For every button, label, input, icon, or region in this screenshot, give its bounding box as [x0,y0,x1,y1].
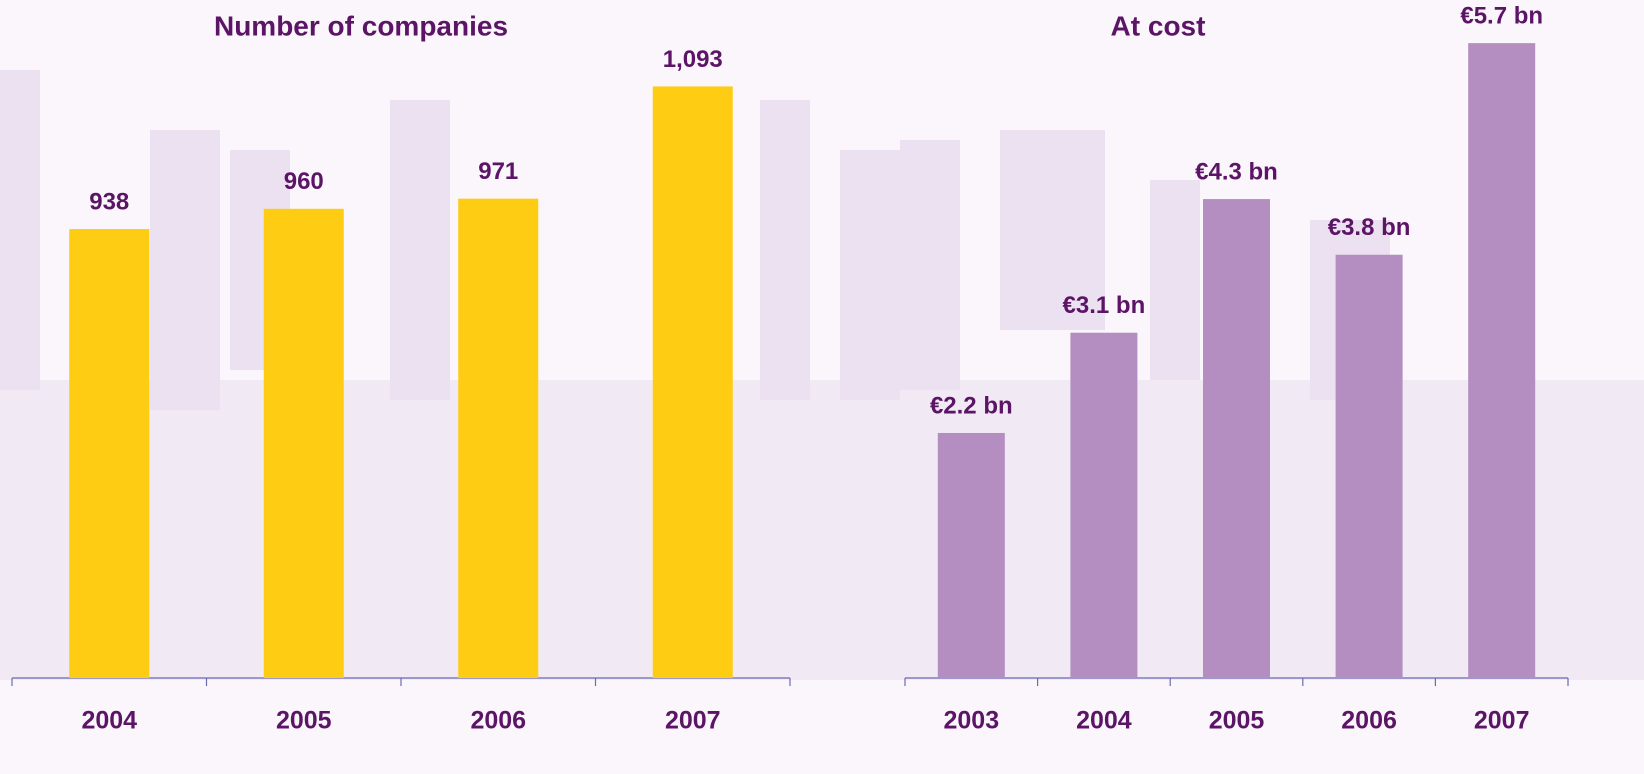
bar [264,209,344,678]
bar [1468,43,1535,678]
value-label: €4.3 bn [1195,158,1278,185]
slide: Number of companies 938 2004 960 2005 971 2006… [0,0,1644,774]
x-tick-label: 2006 [470,707,526,735]
bar [69,229,149,678]
x-tick-label: 2005 [1209,707,1265,735]
value-label: €3.8 bn [1328,214,1411,241]
value-label: €3.1 bn [1063,292,1146,319]
value-label: 971 [478,158,518,185]
chart-title: Number of companies [214,10,508,41]
value-label: 938 [89,188,129,215]
bar [653,86,733,678]
x-tick-label: 2005 [276,707,332,735]
value-label: 1,093 [663,46,723,73]
bar [1070,333,1137,678]
x-tick-label: 2007 [665,707,721,735]
chart-title: At cost [1111,10,1206,41]
x-tick-label: 2004 [81,707,137,735]
bar [458,199,538,678]
x-tick-label: 2003 [943,707,999,735]
bar [1336,255,1403,678]
bar [1203,199,1270,678]
value-label: €2.2 bn [930,392,1013,419]
x-tick-label: 2004 [1076,707,1132,735]
x-tick-label: 2007 [1474,707,1530,735]
x-tick-label: 2006 [1341,707,1397,735]
value-label: €5.7 bn [1460,2,1543,29]
bar [938,433,1005,678]
value-label: 960 [284,168,324,195]
